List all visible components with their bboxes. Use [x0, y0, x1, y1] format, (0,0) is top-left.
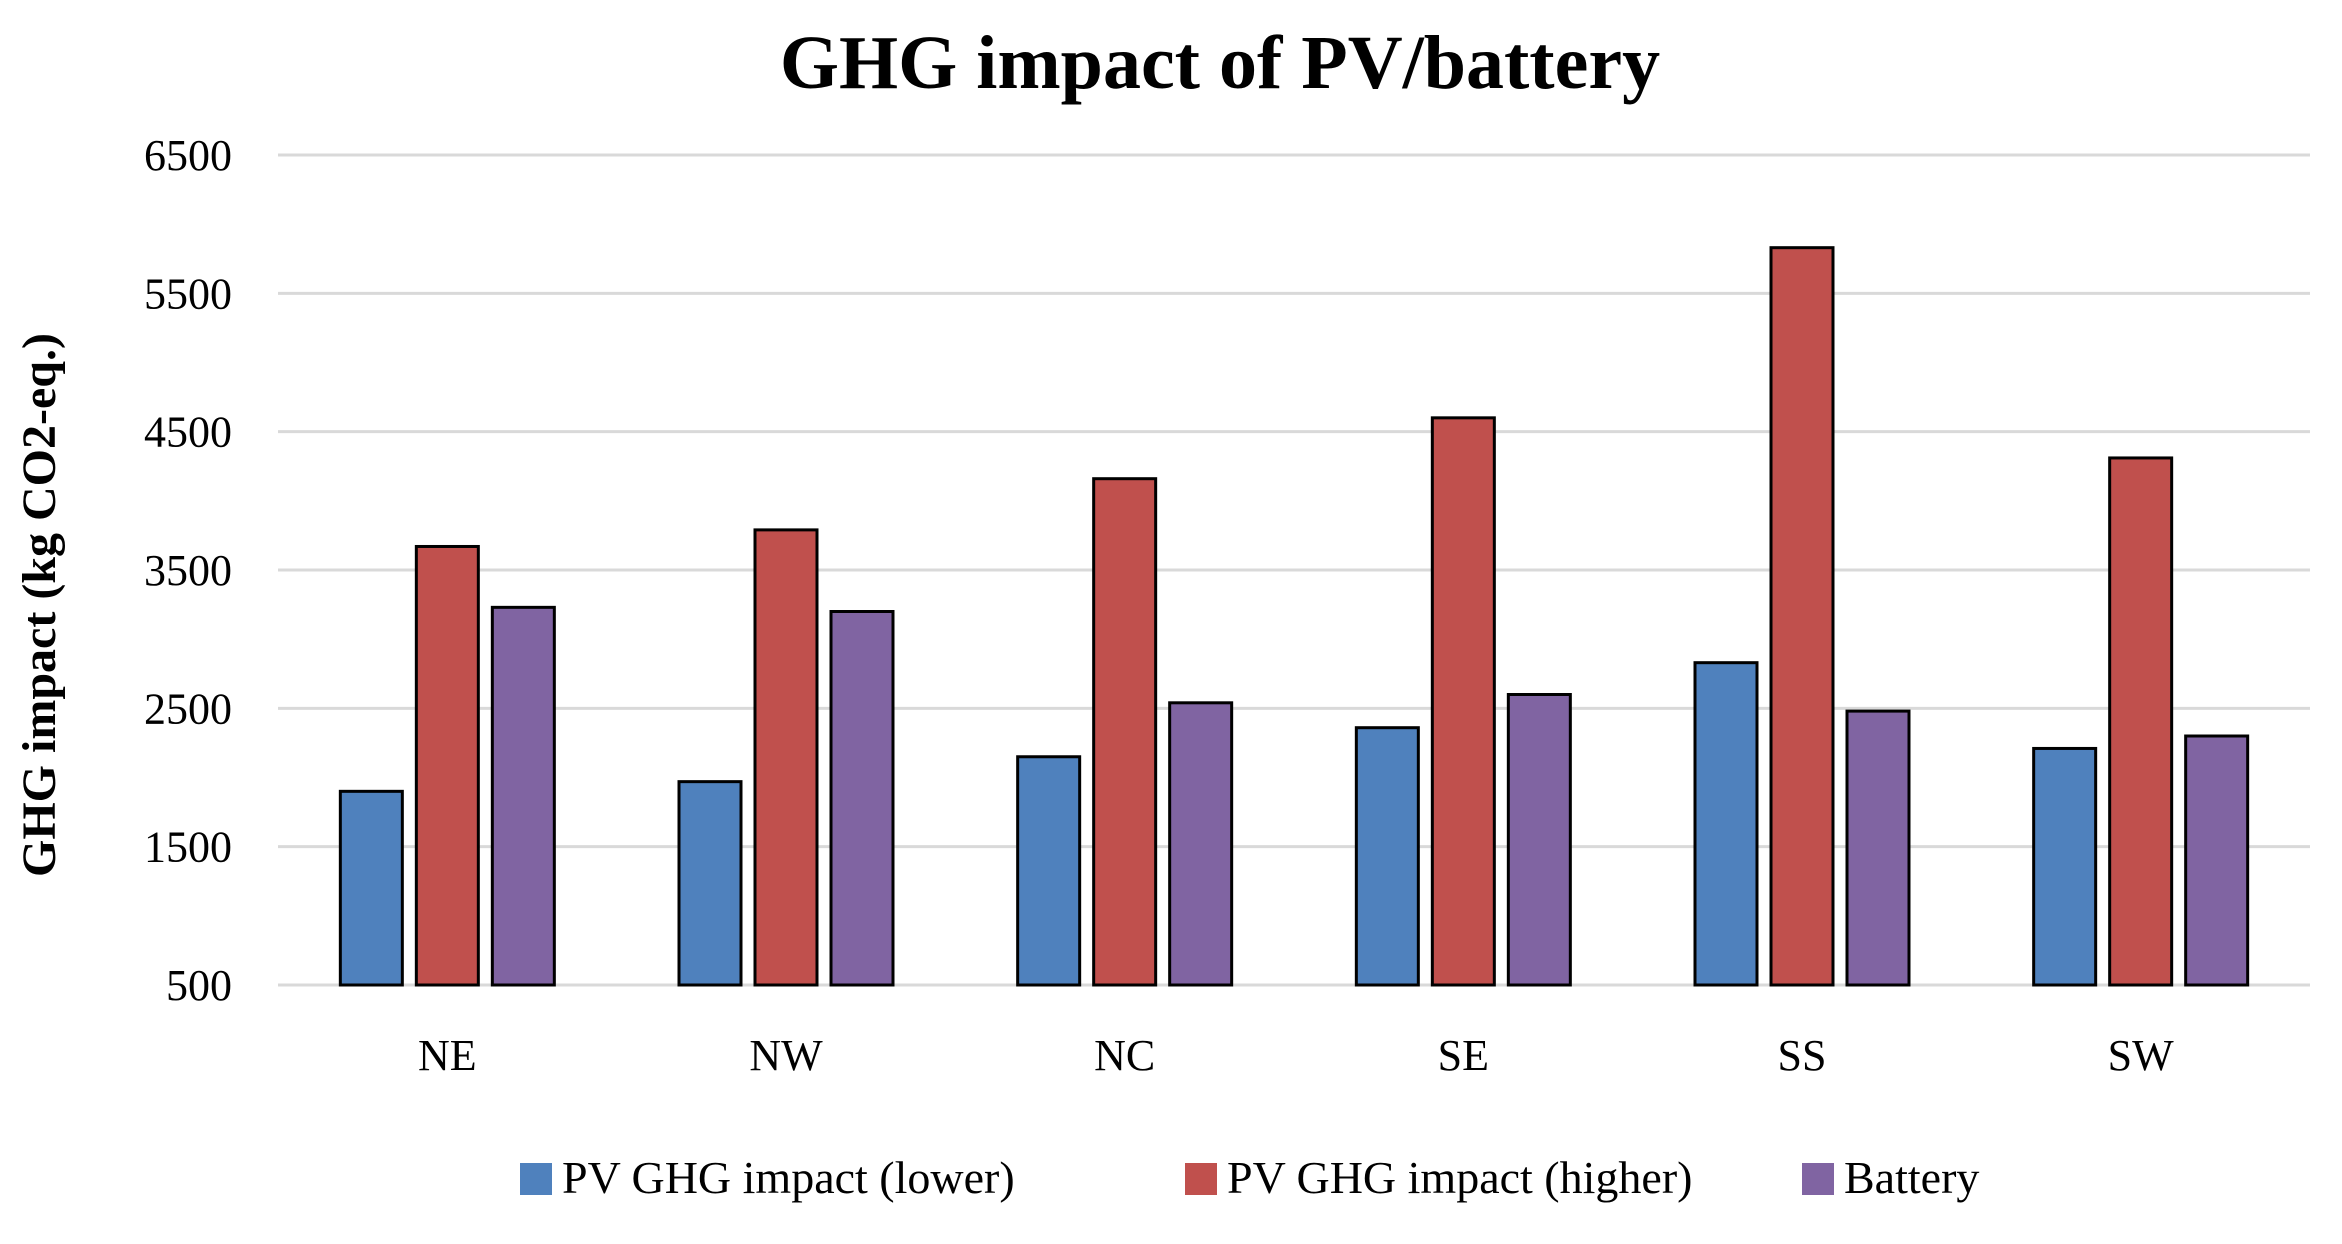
bar [753, 528, 819, 987]
bar [1092, 477, 1158, 987]
y-axis-ticks: 500 1500 2500 3500 4500 5500 6500 [144, 131, 232, 1010]
bar [1430, 416, 1496, 987]
legend: PV GHG impact (lower) PV GHG impact (high… [520, 1152, 1979, 1203]
bar [414, 544, 480, 987]
legend-swatch [1802, 1163, 1834, 1195]
y-tick-label: 1500 [144, 823, 232, 872]
y-tick-label: 3500 [144, 546, 232, 595]
bar [1693, 661, 1759, 987]
x-tick-label: SS [1778, 1031, 1827, 1080]
legend-item: PV GHG impact (higher) [1185, 1152, 1692, 1203]
legend-label: PV GHG impact (lower) [562, 1152, 1015, 1203]
legend-swatch [1185, 1163, 1217, 1195]
bar [2032, 746, 2098, 987]
bar [829, 610, 895, 987]
x-tick-label: SE [1438, 1031, 1489, 1080]
x-tick-label: NC [1094, 1031, 1155, 1080]
chart-title: GHG impact of PV/battery [780, 21, 1660, 105]
y-tick-label: 4500 [144, 408, 232, 457]
x-tick-label: NW [749, 1031, 823, 1080]
bar [1168, 701, 1234, 987]
y-axis-label: GHG impact (kg CO2-eq.) [13, 333, 66, 877]
bar [1506, 693, 1572, 987]
legend-item: Battery [1802, 1152, 1979, 1203]
legend-label: Battery [1844, 1152, 1979, 1203]
legend-label: PV GHG impact (higher) [1227, 1152, 1692, 1203]
x-axis-ticks: NE NW NC SE SS SW [418, 1031, 2174, 1080]
bar [2108, 456, 2174, 987]
bar [1769, 246, 1835, 987]
bar [1354, 726, 1420, 987]
y-tick-label: 5500 [144, 269, 232, 318]
bar [1016, 755, 1082, 987]
legend-item: PV GHG impact (lower) [520, 1152, 1015, 1203]
bars [338, 246, 2250, 987]
y-tick-label: 2500 [144, 684, 232, 733]
bar [2184, 734, 2250, 987]
bar [677, 780, 743, 987]
y-tick-label: 6500 [144, 131, 232, 180]
bar [1845, 709, 1911, 987]
y-tick-label: 500 [166, 961, 232, 1010]
bar [490, 605, 556, 987]
bar [338, 789, 404, 987]
x-tick-label: NE [418, 1031, 477, 1080]
gridlines [278, 153, 2310, 987]
x-tick-label: SW [2108, 1031, 2174, 1080]
legend-swatch [520, 1163, 552, 1195]
